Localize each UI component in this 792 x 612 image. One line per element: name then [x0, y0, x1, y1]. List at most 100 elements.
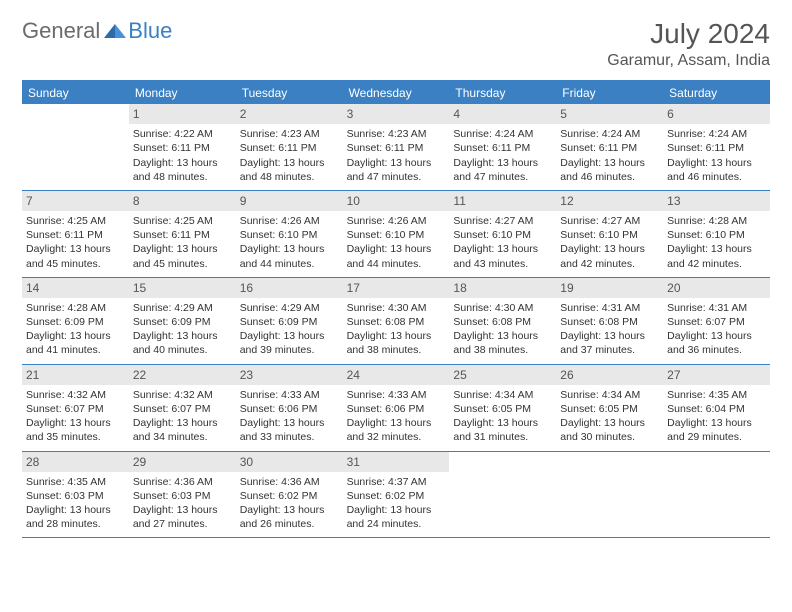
- calendar: Sunday Monday Tuesday Wednesday Thursday…: [22, 80, 770, 538]
- day-cell: 19Sunrise: 4:31 AMSunset: 6:08 PMDayligh…: [556, 278, 663, 364]
- day-cell: [663, 452, 770, 538]
- sunset-line: Sunset: 6:09 PM: [26, 315, 125, 329]
- sunset-line: Sunset: 6:09 PM: [240, 315, 339, 329]
- day-cell: 5Sunrise: 4:24 AMSunset: 6:11 PMDaylight…: [556, 104, 663, 190]
- sunrise-line: Sunrise: 4:28 AM: [26, 301, 125, 315]
- sunset-line: Sunset: 6:02 PM: [347, 489, 446, 503]
- sunrise-line: Sunrise: 4:29 AM: [240, 301, 339, 315]
- logo: General Blue: [22, 18, 172, 44]
- sunrise-line: Sunrise: 4:24 AM: [667, 127, 766, 141]
- daylight1-line: Daylight: 13 hours: [26, 329, 125, 343]
- daylight1-line: Daylight: 13 hours: [133, 503, 232, 517]
- day-cell: 29Sunrise: 4:36 AMSunset: 6:03 PMDayligh…: [129, 452, 236, 538]
- sunrise-line: Sunrise: 4:24 AM: [453, 127, 552, 141]
- week-row: 28Sunrise: 4:35 AMSunset: 6:03 PMDayligh…: [22, 452, 770, 539]
- day-number: 15: [129, 278, 236, 298]
- title-block: July 2024 Garamur, Assam, India: [607, 18, 770, 70]
- sunset-line: Sunset: 6:03 PM: [133, 489, 232, 503]
- sunrise-line: Sunrise: 4:22 AM: [133, 127, 232, 141]
- daylight2-line: and 41 minutes.: [26, 343, 125, 357]
- daylight2-line: and 38 minutes.: [453, 343, 552, 357]
- sunset-line: Sunset: 6:08 PM: [560, 315, 659, 329]
- day-number: 29: [129, 452, 236, 472]
- sunset-line: Sunset: 6:11 PM: [453, 141, 552, 155]
- sunrise-line: Sunrise: 4:23 AM: [347, 127, 446, 141]
- daylight2-line: and 45 minutes.: [133, 257, 232, 271]
- daylight1-line: Daylight: 13 hours: [453, 242, 552, 256]
- daylight2-line: and 29 minutes.: [667, 430, 766, 444]
- sunrise-line: Sunrise: 4:27 AM: [453, 214, 552, 228]
- day-number: 27: [663, 365, 770, 385]
- day-number: 2: [236, 104, 343, 124]
- sunrise-line: Sunrise: 4:34 AM: [560, 388, 659, 402]
- day-cell: 11Sunrise: 4:27 AMSunset: 6:10 PMDayligh…: [449, 191, 556, 277]
- calendar-page: General Blue July 2024 Garamur, Assam, I…: [0, 0, 792, 556]
- daylight2-line: and 36 minutes.: [667, 343, 766, 357]
- daylight2-line: and 38 minutes.: [347, 343, 446, 357]
- daylight2-line: and 33 minutes.: [240, 430, 339, 444]
- week-row: 14Sunrise: 4:28 AMSunset: 6:09 PMDayligh…: [22, 278, 770, 365]
- day-number: 19: [556, 278, 663, 298]
- dayhead-thu: Thursday: [449, 82, 556, 104]
- sunset-line: Sunset: 6:05 PM: [453, 402, 552, 416]
- sunrise-line: Sunrise: 4:25 AM: [26, 214, 125, 228]
- sunrise-line: Sunrise: 4:32 AM: [26, 388, 125, 402]
- day-number: 10: [343, 191, 450, 211]
- day-number: 31: [343, 452, 450, 472]
- daylight2-line: and 26 minutes.: [240, 517, 339, 531]
- day-cell: [449, 452, 556, 538]
- day-cell: 26Sunrise: 4:34 AMSunset: 6:05 PMDayligh…: [556, 365, 663, 451]
- logo-mark-icon: [104, 20, 126, 43]
- day-cell: 25Sunrise: 4:34 AMSunset: 6:05 PMDayligh…: [449, 365, 556, 451]
- daylight2-line: and 46 minutes.: [667, 170, 766, 184]
- sunset-line: Sunset: 6:07 PM: [667, 315, 766, 329]
- day-number: 11: [449, 191, 556, 211]
- sunset-line: Sunset: 6:08 PM: [453, 315, 552, 329]
- daylight1-line: Daylight: 13 hours: [667, 156, 766, 170]
- daylight1-line: Daylight: 13 hours: [240, 503, 339, 517]
- logo-text-general: General: [22, 18, 100, 44]
- daylight1-line: Daylight: 13 hours: [240, 329, 339, 343]
- sunset-line: Sunset: 6:11 PM: [26, 228, 125, 242]
- sunset-line: Sunset: 6:06 PM: [347, 402, 446, 416]
- day-number: 21: [22, 365, 129, 385]
- day-cell: 30Sunrise: 4:36 AMSunset: 6:02 PMDayligh…: [236, 452, 343, 538]
- daylight1-line: Daylight: 13 hours: [453, 156, 552, 170]
- daylight2-line: and 44 minutes.: [240, 257, 339, 271]
- sunset-line: Sunset: 6:07 PM: [26, 402, 125, 416]
- daylight1-line: Daylight: 13 hours: [133, 416, 232, 430]
- day-number: 4: [449, 104, 556, 124]
- daylight2-line: and 42 minutes.: [667, 257, 766, 271]
- day-cell: [556, 452, 663, 538]
- daylight1-line: Daylight: 13 hours: [133, 156, 232, 170]
- daylight2-line: and 35 minutes.: [26, 430, 125, 444]
- day-number: 28: [22, 452, 129, 472]
- daylight1-line: Daylight: 13 hours: [347, 242, 446, 256]
- daylight2-line: and 45 minutes.: [26, 257, 125, 271]
- daylight2-line: and 46 minutes.: [560, 170, 659, 184]
- daylight2-line: and 32 minutes.: [347, 430, 446, 444]
- day-number: 22: [129, 365, 236, 385]
- daylight1-line: Daylight: 13 hours: [347, 329, 446, 343]
- day-number: 6: [663, 104, 770, 124]
- day-number: 3: [343, 104, 450, 124]
- day-number: 24: [343, 365, 450, 385]
- day-number: 26: [556, 365, 663, 385]
- daylight1-line: Daylight: 13 hours: [133, 329, 232, 343]
- sunrise-line: Sunrise: 4:35 AM: [26, 475, 125, 489]
- day-cell: 3Sunrise: 4:23 AMSunset: 6:11 PMDaylight…: [343, 104, 450, 190]
- sunset-line: Sunset: 6:11 PM: [133, 141, 232, 155]
- day-cell: [22, 104, 129, 190]
- day-number: 16: [236, 278, 343, 298]
- daylight2-line: and 27 minutes.: [133, 517, 232, 531]
- day-cell: 15Sunrise: 4:29 AMSunset: 6:09 PMDayligh…: [129, 278, 236, 364]
- day-cell: 28Sunrise: 4:35 AMSunset: 6:03 PMDayligh…: [22, 452, 129, 538]
- daylight2-line: and 43 minutes.: [453, 257, 552, 271]
- daylight1-line: Daylight: 13 hours: [667, 242, 766, 256]
- daylight2-line: and 30 minutes.: [560, 430, 659, 444]
- sunrise-line: Sunrise: 4:28 AM: [667, 214, 766, 228]
- sunrise-line: Sunrise: 4:30 AM: [453, 301, 552, 315]
- sunset-line: Sunset: 6:10 PM: [240, 228, 339, 242]
- daylight2-line: and 28 minutes.: [26, 517, 125, 531]
- daylight1-line: Daylight: 13 hours: [26, 503, 125, 517]
